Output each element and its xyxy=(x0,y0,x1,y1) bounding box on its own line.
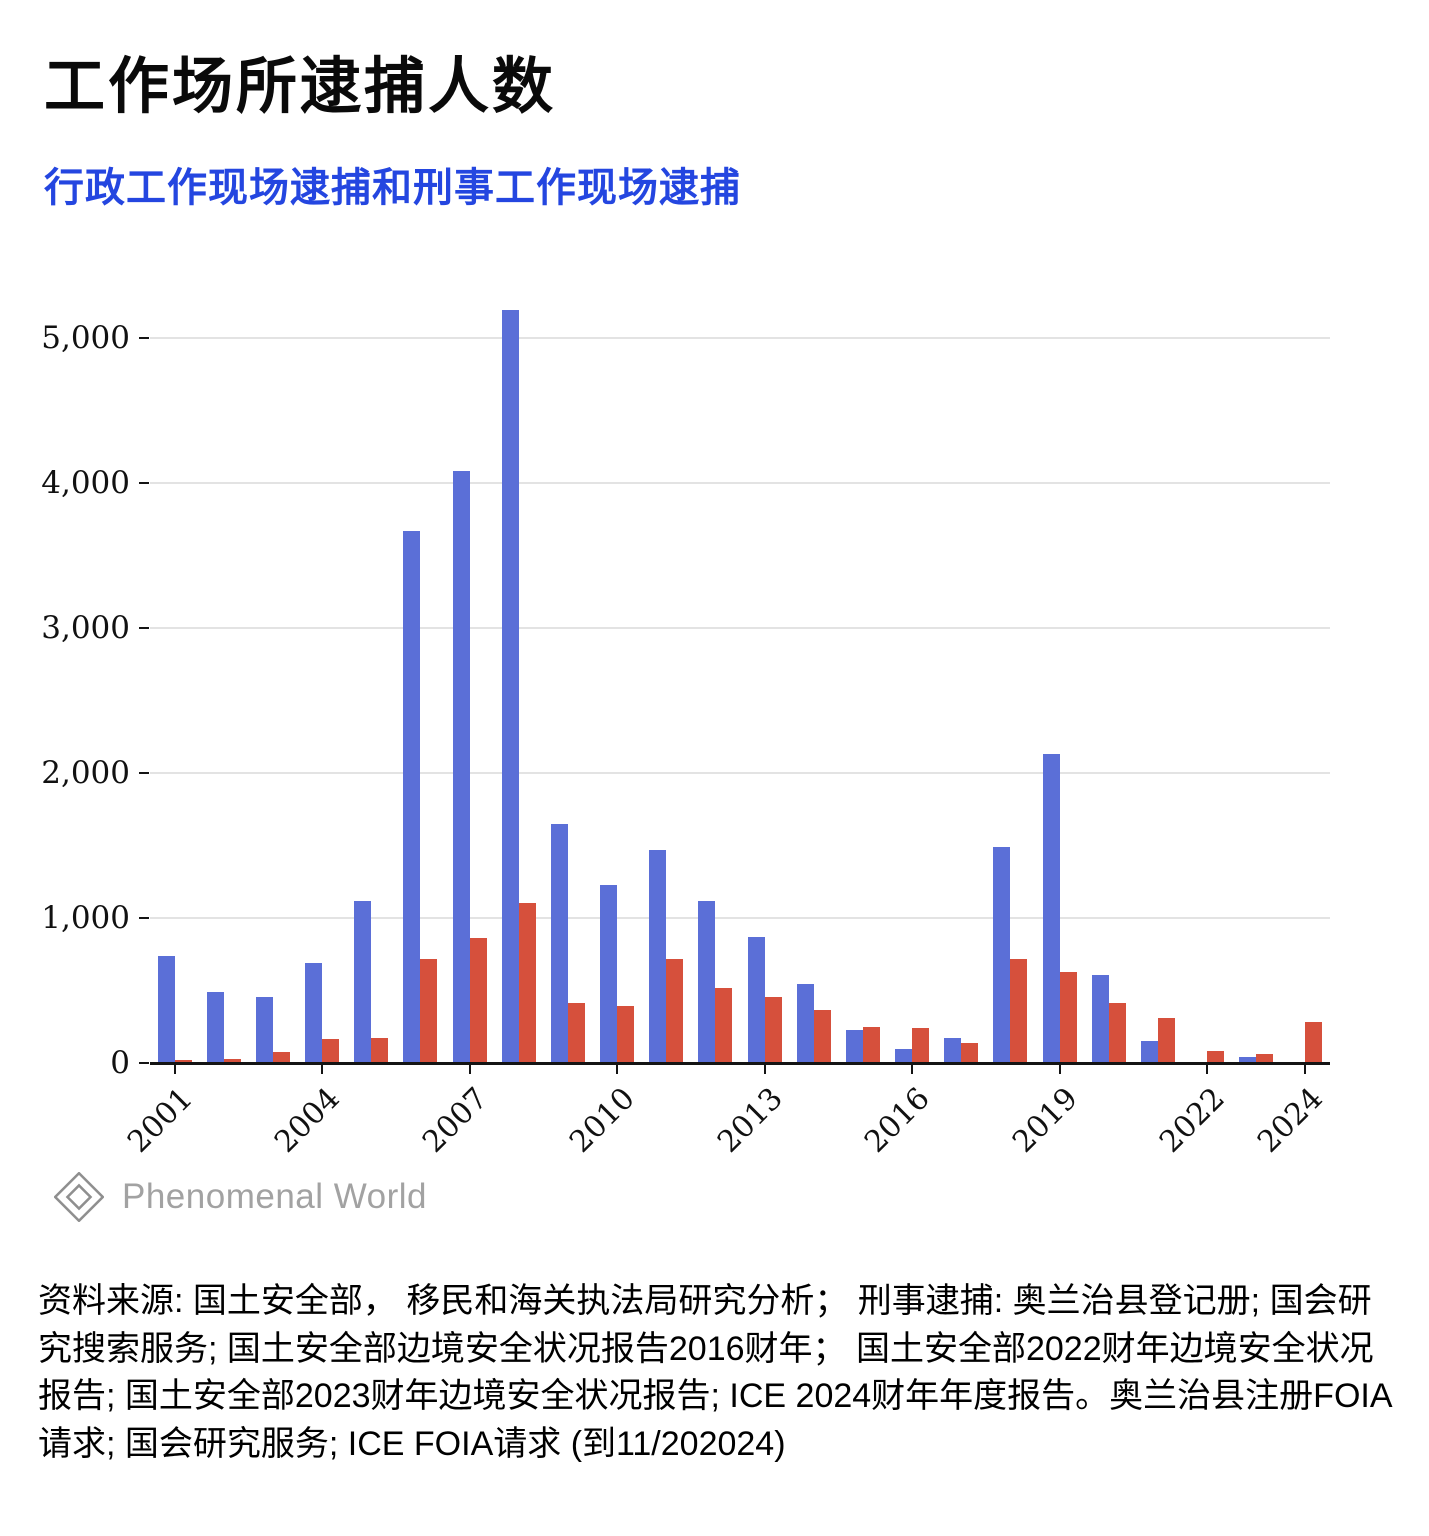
bar-criminal xyxy=(1108,1002,1126,1063)
x-tick xyxy=(173,1065,176,1074)
gridline xyxy=(150,337,1330,339)
bar-criminal xyxy=(764,997,782,1063)
x-tick-label: 2010 xyxy=(563,1081,642,1160)
bar-administrative xyxy=(1091,974,1109,1063)
bar-criminal xyxy=(961,1042,979,1063)
bar-criminal xyxy=(666,959,684,1063)
x-tick xyxy=(911,1065,914,1074)
bar-criminal xyxy=(223,1059,241,1063)
y-tick xyxy=(139,1062,149,1064)
bar-criminal xyxy=(1256,1054,1274,1063)
y-tick xyxy=(139,627,149,629)
bar-administrative xyxy=(649,849,667,1063)
bar-criminal xyxy=(715,987,733,1063)
bar-criminal xyxy=(1059,971,1077,1063)
bar-criminal xyxy=(1010,959,1028,1063)
logo-text: Phenomenal World xyxy=(122,1177,428,1216)
y-tick-label: 4,000 xyxy=(41,465,130,501)
bar-administrative xyxy=(255,997,273,1063)
gridline xyxy=(150,482,1330,484)
bar-criminal xyxy=(174,1060,192,1063)
y-tick-label: 2,000 xyxy=(41,755,130,791)
bar-administrative xyxy=(550,823,568,1063)
y-tick xyxy=(139,482,149,484)
gridline xyxy=(150,917,1330,919)
bar-administrative xyxy=(993,846,1011,1063)
bar-criminal xyxy=(322,1039,340,1063)
bar-criminal xyxy=(518,902,536,1063)
bar-administrative xyxy=(600,884,618,1063)
y-tick-label: 1,000 xyxy=(41,900,130,936)
x-tick-label: 2024 xyxy=(1251,1081,1331,1160)
bar-administrative xyxy=(206,991,224,1063)
bar-administrative xyxy=(354,900,372,1063)
bar-criminal xyxy=(617,1005,635,1063)
bar-criminal xyxy=(862,1027,880,1063)
chart-subtitle: 行政工作现场逮捕和刑事工作现场逮捕 xyxy=(44,166,741,210)
bar-criminal xyxy=(371,1037,389,1063)
diamond-logo-icon xyxy=(54,1172,104,1222)
bar-criminal xyxy=(813,1010,831,1063)
x-tick xyxy=(763,1065,766,1074)
x-tick xyxy=(1304,1065,1307,1074)
y-tick xyxy=(139,917,149,919)
gridline xyxy=(150,627,1330,629)
bar-administrative xyxy=(1140,1041,1158,1063)
bar-administrative xyxy=(1239,1057,1257,1063)
y-tick-label: 5,000 xyxy=(41,320,130,356)
x-tick-label: 2022 xyxy=(1153,1081,1232,1160)
gridline xyxy=(150,772,1330,774)
bar-administrative xyxy=(501,310,519,1063)
phenomenal-world-logo: Phenomenal World xyxy=(54,1172,427,1222)
bar-administrative xyxy=(452,471,470,1063)
bar-criminal xyxy=(420,959,438,1063)
x-tick xyxy=(1058,1065,1061,1074)
x-tick xyxy=(1206,1065,1209,1074)
bar-administrative xyxy=(157,955,175,1063)
x-axis-line xyxy=(150,1062,1330,1065)
bar-administrative xyxy=(944,1037,962,1063)
bar-administrative xyxy=(403,530,421,1063)
source-note: 资料来源: 国土安全部， 移民和海关执法局研究分析； 刑事逮捕: 奥兰治县登记册… xyxy=(38,1282,1393,1463)
bar-criminal xyxy=(1157,1018,1175,1063)
x-tick xyxy=(616,1065,619,1074)
page-title: 工作场所逮捕人数 xyxy=(44,52,557,120)
y-tick xyxy=(139,337,149,339)
bar-criminal xyxy=(912,1028,930,1063)
bar-administrative xyxy=(698,900,716,1063)
y-tick-label: 3,000 xyxy=(41,610,130,646)
bar-chart: 0 1,000 2,000 3,000 4,000 5,000 2001 2004 2007 20… xyxy=(0,300,1429,1190)
bar-criminal xyxy=(1207,1050,1225,1063)
x-tick xyxy=(321,1065,324,1074)
bar-administrative xyxy=(796,983,814,1063)
bar-administrative xyxy=(1042,754,1060,1063)
bar-administrative xyxy=(895,1049,913,1063)
bar-criminal xyxy=(1305,1021,1323,1063)
y-tick-label: 0 xyxy=(110,1045,130,1081)
x-tick-label: 2016 xyxy=(858,1081,937,1160)
x-tick-label: 2019 xyxy=(1005,1081,1085,1160)
bar-administrative xyxy=(305,962,323,1063)
bar-criminal xyxy=(272,1052,290,1063)
bar-criminal xyxy=(567,1002,585,1063)
bar-criminal xyxy=(469,938,487,1063)
x-tick-label: 2013 xyxy=(710,1081,790,1160)
bar-administrative xyxy=(747,936,765,1063)
y-tick xyxy=(139,772,149,774)
x-tick xyxy=(468,1065,471,1074)
bar-administrative xyxy=(845,1030,863,1063)
